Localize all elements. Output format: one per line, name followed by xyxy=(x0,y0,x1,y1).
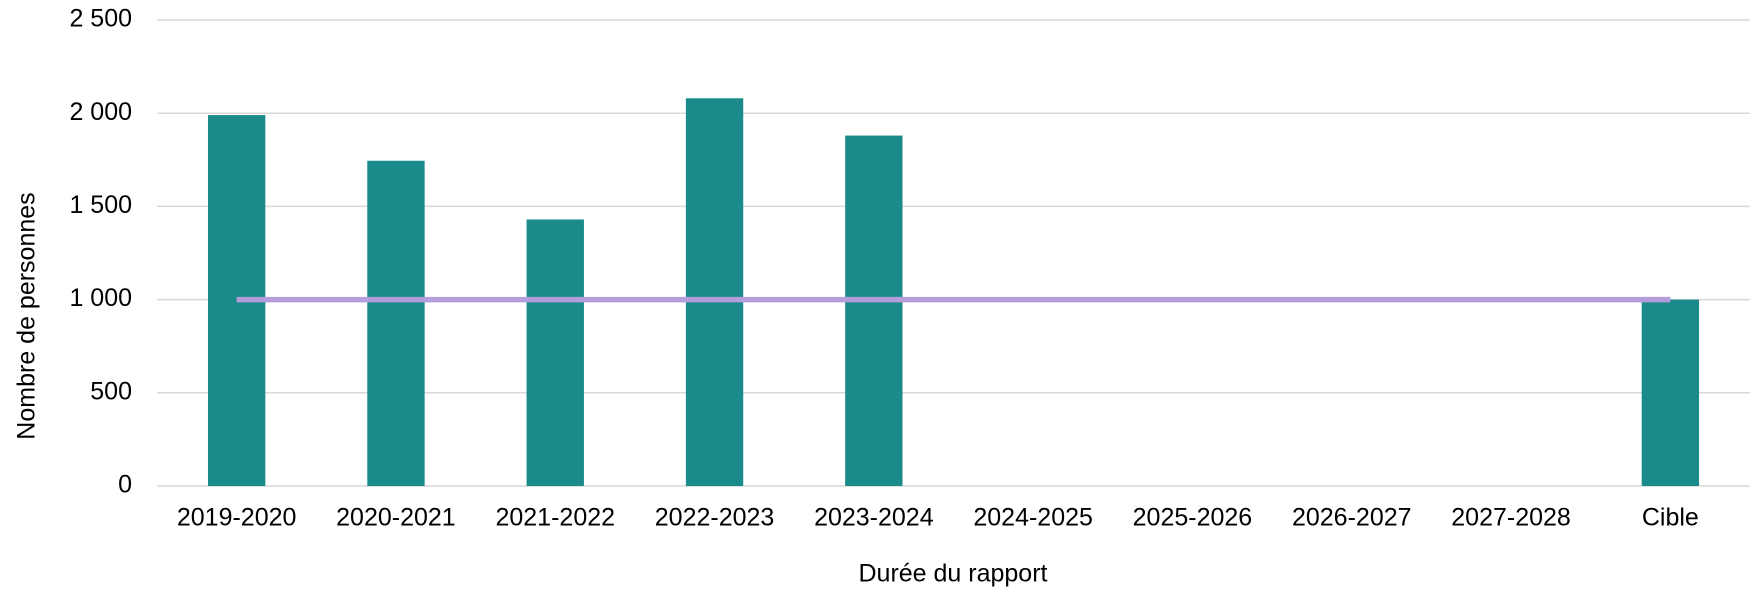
x-tick-label: 2026-2027 xyxy=(1292,504,1412,532)
x-tick-label: 2023-2024 xyxy=(814,504,934,532)
y-tick-label: 2 000 xyxy=(69,98,132,126)
y-tick-label: 0 xyxy=(118,471,132,499)
bar xyxy=(845,135,903,486)
bar xyxy=(526,219,584,486)
x-axis-title: Durée du rapport xyxy=(858,560,1047,588)
x-tick-label: 2027-2028 xyxy=(1451,504,1571,532)
x-tick-label: 2019-2020 xyxy=(177,504,297,532)
bar xyxy=(685,98,744,487)
x-tick-label: 2021-2022 xyxy=(495,504,615,532)
bar xyxy=(1641,299,1700,486)
x-tick-label: 2024-2025 xyxy=(973,504,1093,532)
x-tick-label: Cible xyxy=(1642,504,1699,532)
bar xyxy=(367,160,425,486)
x-tick-label: 2025-2026 xyxy=(1133,504,1253,532)
y-tick-label: 1 000 xyxy=(69,284,132,312)
x-tick-label: 2022-2023 xyxy=(655,504,775,532)
x-tick-label: 2020-2021 xyxy=(336,504,456,532)
y-axis-title: Nombre de personnes xyxy=(13,192,41,439)
y-tick-label: 1 500 xyxy=(69,191,132,219)
y-tick-label: 2 500 xyxy=(69,5,132,33)
y-tick-label: 500 xyxy=(90,377,132,405)
